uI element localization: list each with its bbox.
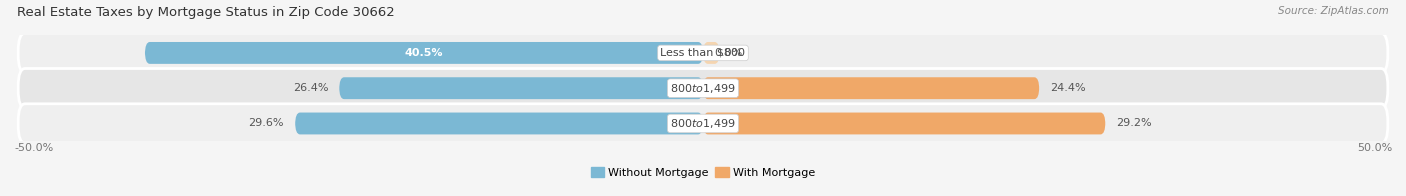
FancyBboxPatch shape	[703, 77, 1039, 99]
Text: Source: ZipAtlas.com: Source: ZipAtlas.com	[1278, 6, 1389, 16]
FancyBboxPatch shape	[18, 69, 1388, 108]
Legend: Without Mortgage, With Mortgage: Without Mortgage, With Mortgage	[588, 165, 818, 180]
Text: 0.0%: 0.0%	[714, 48, 742, 58]
Text: 24.4%: 24.4%	[1050, 83, 1085, 93]
Text: Less than $800: Less than $800	[661, 48, 745, 58]
FancyBboxPatch shape	[703, 113, 1105, 134]
Text: Real Estate Taxes by Mortgage Status in Zip Code 30662: Real Estate Taxes by Mortgage Status in …	[17, 6, 395, 19]
Text: 50.0%: 50.0%	[1357, 143, 1392, 153]
Text: 26.4%: 26.4%	[292, 83, 328, 93]
FancyBboxPatch shape	[18, 33, 1388, 73]
Text: 29.6%: 29.6%	[249, 118, 284, 129]
Text: 40.5%: 40.5%	[405, 48, 443, 58]
FancyBboxPatch shape	[703, 42, 720, 64]
FancyBboxPatch shape	[145, 42, 703, 64]
Text: $800 to $1,499: $800 to $1,499	[671, 117, 735, 130]
FancyBboxPatch shape	[339, 77, 703, 99]
Text: -50.0%: -50.0%	[14, 143, 53, 153]
Text: $800 to $1,499: $800 to $1,499	[671, 82, 735, 95]
Text: 29.2%: 29.2%	[1116, 118, 1152, 129]
FancyBboxPatch shape	[18, 104, 1388, 143]
FancyBboxPatch shape	[295, 113, 703, 134]
